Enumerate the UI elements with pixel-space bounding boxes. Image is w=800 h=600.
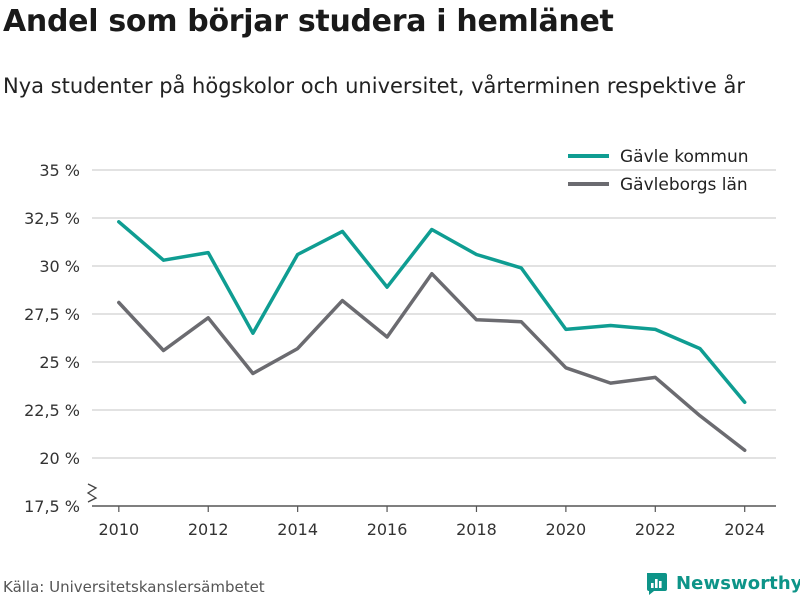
y-tick-label: 27,5 % (24, 305, 80, 324)
series-line (119, 222, 745, 402)
legend: Gävle kommun Gävleborgs län (568, 147, 749, 195)
y-tick-label: 35 % (39, 161, 80, 180)
legend-label: Gävleborgs län (620, 175, 748, 195)
y-tick-label: 32,5 % (24, 209, 80, 228)
x-tick-label: 2012 (188, 520, 229, 539)
axis-break-mark (88, 484, 96, 502)
x-tick-label: 2016 (367, 520, 408, 539)
series-lines (119, 222, 745, 450)
y-tick-label: 17,5 % (24, 497, 80, 516)
x-tick-label: 2014 (277, 520, 318, 539)
x-axis: 2010 2012 2014 2016 2018 2020 2022 2024 (88, 484, 776, 539)
newsworthy-logo-icon (644, 570, 670, 596)
x-tick-label: 2010 (98, 520, 139, 539)
y-tick-label: 30 % (39, 257, 80, 276)
y-tick-label: 22,5 % (24, 401, 80, 420)
x-tick-label: 2020 (546, 520, 587, 539)
source-note: Källa: Universitetskanslersämbetet (3, 578, 265, 596)
legend-label: Gävle kommun (620, 147, 749, 167)
grid-lines (92, 170, 776, 458)
x-tick-label: 2018 (456, 520, 497, 539)
brand-name: Newsworthy (676, 573, 800, 594)
y-tick-label: 20 % (39, 449, 80, 468)
brand-logo[interactable]: Newsworthy (644, 570, 800, 596)
y-tick-label: 25 % (39, 353, 80, 372)
y-axis: 17,5 % 20 % 22,5 % 25 % 27,5 % 30 % 32,5 % 35 % (24, 161, 80, 516)
x-tick-label: 2022 (635, 520, 676, 539)
line-chart: 17,5 % 20 % 22,5 % 25 % 27,5 % 30 % 32,5 % 35 %… (0, 0, 800, 600)
x-tick-label: 2024 (724, 520, 765, 539)
